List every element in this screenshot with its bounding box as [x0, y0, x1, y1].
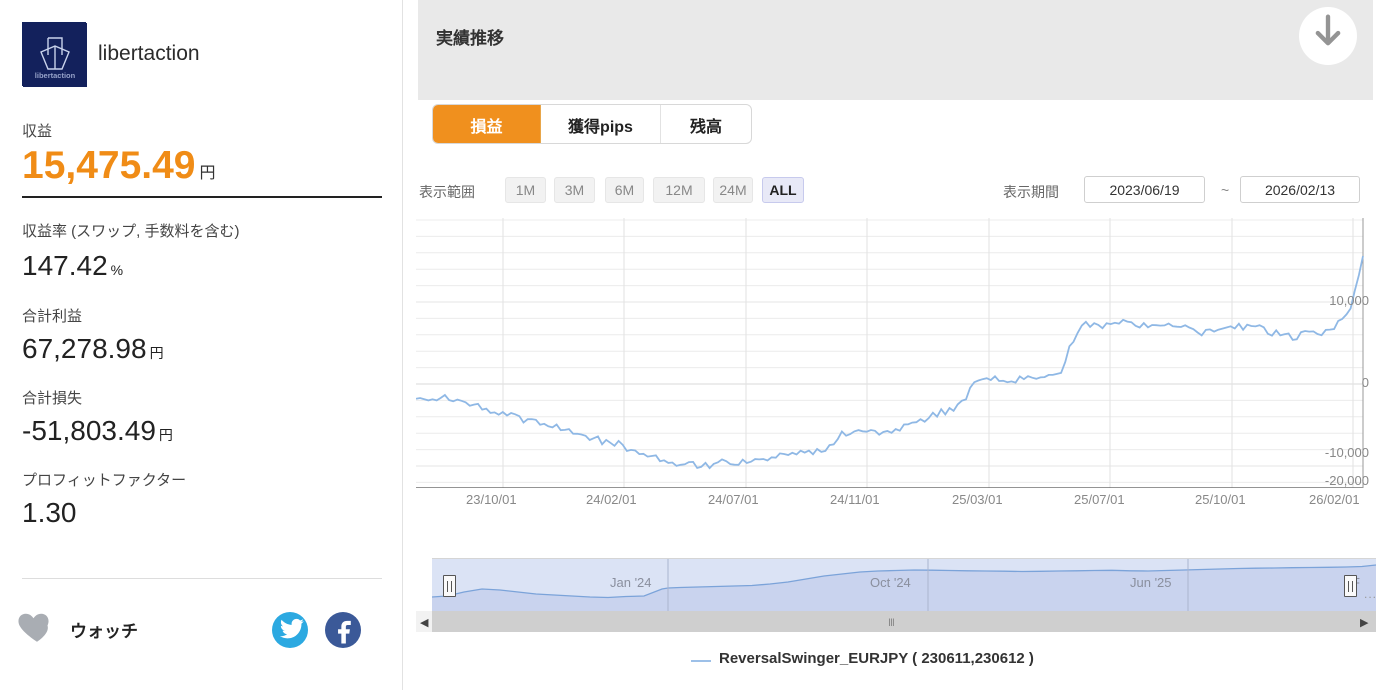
svg-text:0: 0	[1362, 375, 1369, 390]
svg-text:-20,000: -20,000	[1325, 473, 1369, 488]
svg-text:10,000: 10,000	[1329, 293, 1369, 308]
svg-text:-10,000: -10,000	[1325, 445, 1369, 460]
svg-text:libertaction: libertaction	[35, 71, 76, 80]
